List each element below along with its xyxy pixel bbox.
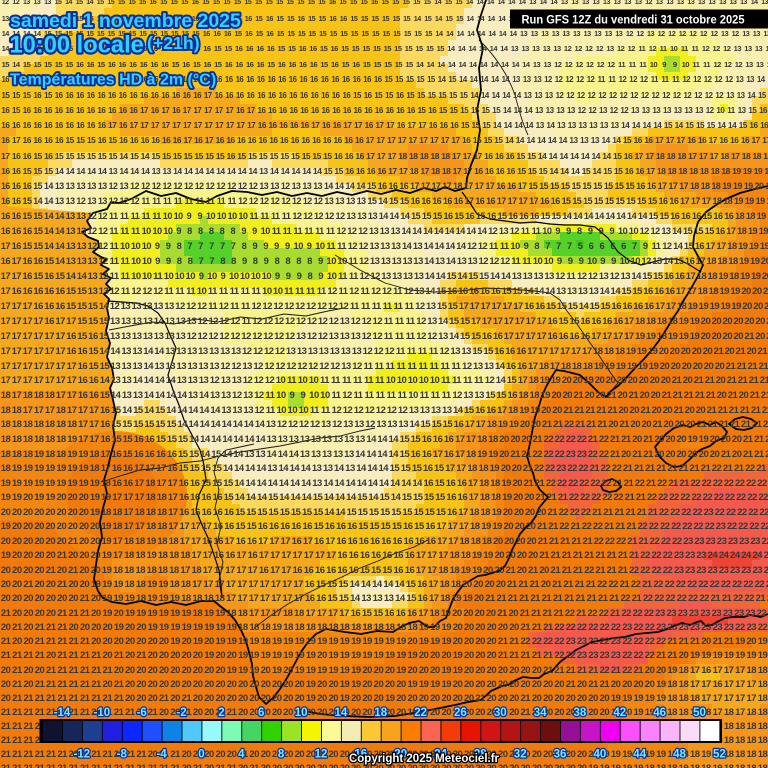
svg-text:-14: -14 bbox=[54, 707, 71, 719]
svg-text:44: 44 bbox=[633, 749, 646, 761]
svg-text:0: 0 bbox=[198, 749, 204, 761]
svg-text:10: 10 bbox=[295, 707, 308, 719]
svg-text:samedi 1 novembre 2025: samedi 1 novembre 2025 bbox=[10, 10, 241, 32]
svg-text:52: 52 bbox=[713, 749, 726, 761]
svg-text:22: 22 bbox=[414, 707, 427, 719]
svg-text:16: 16 bbox=[354, 749, 367, 761]
svg-text:-8: -8 bbox=[117, 749, 128, 761]
svg-text:34: 34 bbox=[534, 707, 547, 719]
svg-text:2: 2 bbox=[218, 707, 224, 719]
svg-text:38: 38 bbox=[574, 707, 587, 719]
svg-text:36: 36 bbox=[554, 749, 567, 761]
svg-text:Copyright 2025 Meteociel.fr: Copyright 2025 Meteociel.fr bbox=[349, 751, 499, 765]
svg-text:Températures HD à 2m (°C): Températures HD à 2m (°C) bbox=[10, 72, 216, 89]
svg-text:26: 26 bbox=[454, 707, 467, 719]
svg-text:42: 42 bbox=[613, 707, 626, 719]
svg-text:24: 24 bbox=[434, 749, 447, 761]
svg-text:50: 50 bbox=[693, 707, 706, 719]
svg-text:8: 8 bbox=[278, 749, 285, 761]
svg-text:46: 46 bbox=[653, 707, 666, 719]
svg-text:30: 30 bbox=[494, 707, 507, 719]
svg-text:-2: -2 bbox=[176, 707, 186, 719]
svg-text:28: 28 bbox=[474, 749, 487, 761]
svg-text:-12: -12 bbox=[74, 749, 91, 761]
svg-text:14: 14 bbox=[335, 707, 348, 719]
svg-text:Run GFS 12Z du vendredi 31 oct: Run GFS 12Z du vendredi 31 octobre 2025 bbox=[522, 13, 745, 27]
svg-text:20: 20 bbox=[394, 749, 407, 761]
svg-text:-6: -6 bbox=[137, 707, 147, 719]
svg-text:48: 48 bbox=[673, 749, 686, 761]
svg-text:-10: -10 bbox=[94, 707, 111, 719]
svg-text:4: 4 bbox=[238, 749, 245, 761]
svg-text:(+21h): (+21h) bbox=[147, 33, 200, 53]
svg-text:18: 18 bbox=[374, 707, 387, 719]
svg-text:6: 6 bbox=[258, 707, 264, 719]
svg-text:32: 32 bbox=[514, 749, 527, 761]
svg-text:40: 40 bbox=[594, 749, 607, 761]
svg-text:-4: -4 bbox=[156, 749, 167, 761]
svg-text:10:00 locale: 10:00 locale bbox=[10, 33, 144, 59]
svg-text:12: 12 bbox=[315, 749, 328, 761]
